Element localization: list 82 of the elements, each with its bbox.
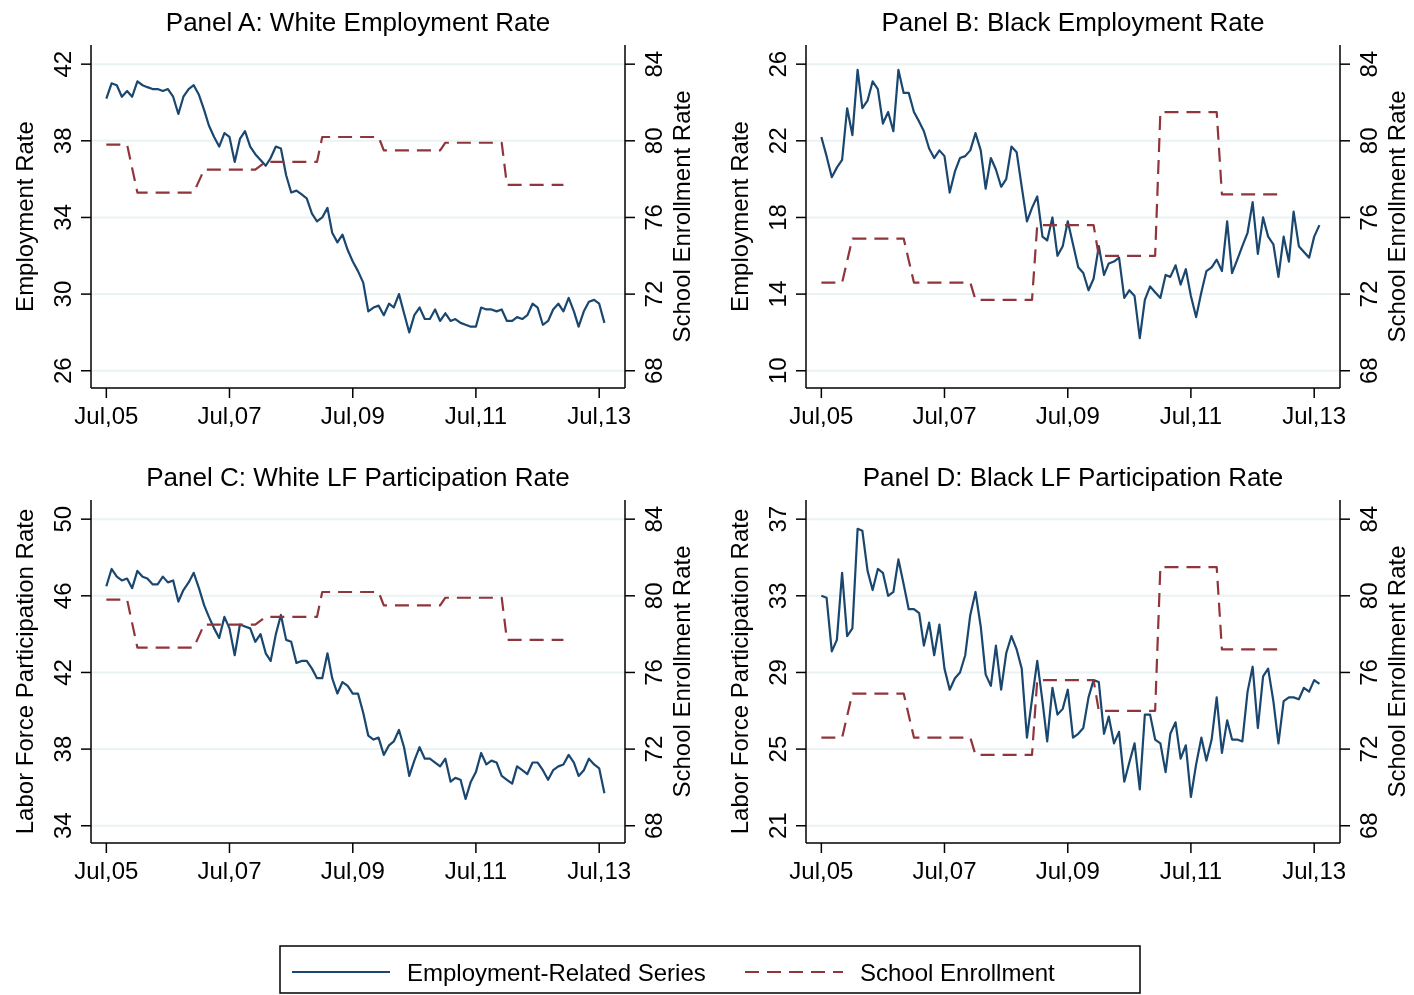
y-tick-label: 37 — [764, 505, 791, 533]
x-tick-label: Jul,13 — [1282, 857, 1347, 884]
y-tick-label: 18 — [764, 204, 791, 231]
y-tick-label: 38 — [49, 735, 76, 763]
y2-tick-label: 80 — [1355, 582, 1382, 610]
chart-title: Panel B: Black Employment Rate — [881, 7, 1265, 37]
y-tick-label: 38 — [49, 127, 76, 155]
line-series — [105, 80, 606, 334]
line-series — [105, 567, 606, 801]
y2-tick-label: 72 — [640, 735, 667, 763]
x-tick-label: Jul,13 — [567, 402, 632, 429]
y-axis-title: Employment Rate — [11, 121, 38, 312]
y-tick-label: 46 — [49, 582, 76, 610]
line-series — [820, 68, 1321, 340]
y2-tick-label: 68 — [1355, 812, 1382, 840]
x-tick-label: Jul,07 — [912, 857, 977, 884]
x-tick-label: Jul,11 — [1159, 857, 1223, 884]
line-series — [105, 590, 565, 649]
y2-tick-label: 84 — [1355, 505, 1382, 533]
y-tick-label: 14 — [764, 280, 791, 308]
y2-tick-label: 68 — [640, 812, 667, 840]
line-series — [820, 110, 1280, 301]
y-axis-title: Labor Force Participation Rate — [726, 508, 753, 835]
y2-tick-label: 80 — [640, 127, 667, 155]
x-tick-label: Jul,05 — [74, 402, 139, 429]
y2-axis-title: School Enrollment Rate — [1383, 545, 1410, 798]
y-tick-label: 22 — [764, 127, 791, 155]
x-tick-label: Jul,05 — [789, 857, 854, 884]
y-tick-label: 33 — [764, 582, 791, 610]
y2-axis-title: School Enrollment Rate — [668, 545, 695, 798]
y2-tick-label: 76 — [640, 659, 667, 686]
y2-tick-label: 80 — [640, 582, 667, 610]
y2-tick-label: 72 — [1355, 735, 1382, 763]
x-tick-label: Jul,13 — [1282, 402, 1347, 429]
y2-axis-title: School Enrollment Rate — [1383, 90, 1410, 343]
x-tick-label: Jul,13 — [567, 857, 632, 884]
y-tick-label: 42 — [49, 659, 76, 686]
y-tick-label: 29 — [764, 659, 791, 686]
y2-axis-title: School Enrollment Rate — [668, 90, 695, 343]
y-tick-label: 25 — [764, 735, 791, 763]
y2-tick-label: 76 — [1355, 204, 1382, 231]
x-tick-label: Jul,11 — [444, 857, 508, 884]
y2-tick-label: 84 — [640, 505, 667, 533]
line-series — [820, 527, 1321, 799]
y-tick-label: 21 — [764, 812, 791, 840]
x-tick-label: Jul,09 — [320, 857, 385, 884]
y-tick-label: 42 — [49, 50, 76, 78]
y-tick-label: 26 — [49, 357, 76, 385]
x-tick-label: Jul,09 — [1035, 402, 1100, 429]
y2-tick-label: 84 — [1355, 50, 1382, 78]
x-tick-label: Jul,11 — [444, 402, 508, 429]
chart-title: Panel C: White LF Participation Rate — [146, 462, 570, 492]
x-tick-label: Jul,09 — [1035, 857, 1100, 884]
line-series — [820, 565, 1280, 756]
x-tick-label: Jul,11 — [1159, 402, 1223, 429]
y2-tick-label: 68 — [1355, 357, 1382, 385]
chart-title: Panel D: Black LF Participation Rate — [862, 462, 1284, 492]
y2-tick-label: 80 — [1355, 127, 1382, 155]
y-tick-label: 30 — [49, 280, 76, 308]
x-tick-label: Jul,05 — [74, 857, 139, 884]
y-tick-label: 34 — [49, 204, 76, 231]
x-tick-label: Jul,07 — [197, 402, 262, 429]
y2-tick-label: 76 — [1355, 659, 1382, 686]
y2-tick-label: 76 — [640, 204, 667, 231]
y2-tick-label: 72 — [640, 280, 667, 308]
y2-tick-label: 72 — [1355, 280, 1382, 308]
legend-label: Employment-Related Series — [407, 959, 706, 986]
y2-tick-label: 68 — [640, 357, 667, 385]
x-tick-label: Jul,07 — [197, 857, 262, 884]
chart-title: Panel A: White Employment Rate — [165, 7, 551, 37]
y-axis-title: Employment Rate — [726, 121, 753, 312]
y-tick-label: 26 — [764, 50, 791, 78]
x-tick-label: Jul,09 — [320, 402, 385, 429]
y-tick-label: 34 — [49, 812, 76, 840]
x-tick-label: Jul,05 — [789, 402, 854, 429]
y2-tick-label: 84 — [640, 50, 667, 78]
legend-label: School Enrollment — [860, 959, 1056, 986]
y-tick-label: 50 — [49, 505, 76, 533]
line-series — [105, 135, 565, 194]
y-axis-title: Labor Force Participation Rate — [11, 508, 38, 835]
x-tick-label: Jul,07 — [912, 402, 977, 429]
y-tick-label: 10 — [764, 357, 791, 385]
